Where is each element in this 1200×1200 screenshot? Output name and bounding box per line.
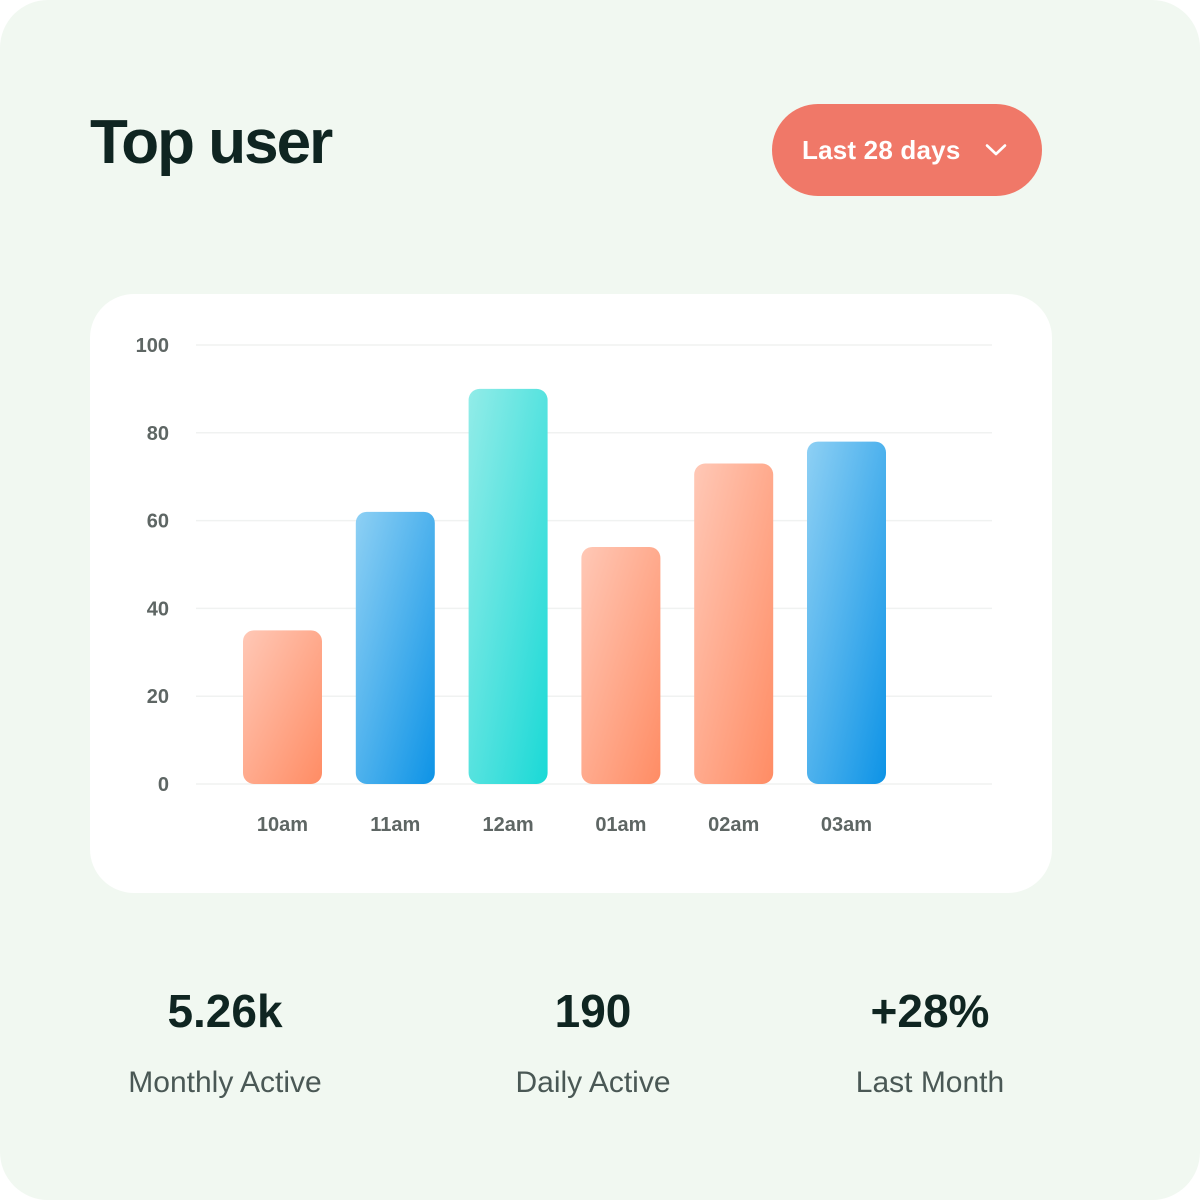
y-tick-label: 80 [147,423,169,445]
x-tick-label: 01am [595,814,646,836]
stat-daily-active: 190 Daily Active [463,988,723,1098]
stat-label: Last Month [855,1066,1005,1099]
y-tick-label: 60 [147,511,169,533]
y-tick-label: 0 [158,774,169,796]
stat-value: 190 [554,985,632,1037]
stat-label: Monthly Active [128,1066,322,1099]
x-tick-label: 10am [257,814,308,836]
date-range-dropdown[interactable]: Last 28 days [772,104,1042,196]
stat-label: Daily Active [515,1066,671,1099]
y-tick-label: 100 [136,335,169,357]
bar-03am[interactable] [807,441,886,784]
bar-12am[interactable] [468,388,548,784]
x-tick-label: 12am [483,814,534,836]
x-tick-label: 11am [370,814,420,836]
stat-last-month: +28% Last Month [800,988,1060,1098]
x-tick-label: 02am [708,814,759,836]
stat-value: 5.26k [167,985,283,1037]
x-tick-label: 03am [821,814,872,836]
page-title: Top user [90,108,333,177]
y-tick-label: 40 [147,598,169,620]
date-range-label: Last 28 days [802,134,961,165]
bar-01am[interactable] [581,546,661,784]
bar-chart: 0 20 40 60 80 100 10am 11am 12am 01am 02am 03am [136,335,992,836]
stat-value: +28% [870,985,990,1037]
chevron-down-icon [985,144,1007,156]
bar-11am[interactable] [355,511,435,784]
bar-10am[interactable] [243,630,322,784]
y-tick-label: 20 [147,686,169,708]
bar-02am[interactable] [694,463,774,784]
stat-monthly-active: 5.26k Monthly Active [95,988,355,1098]
chart-panel: 0 20 40 60 80 100 10am 11am 12am 01am 02am 03am [90,294,1052,893]
